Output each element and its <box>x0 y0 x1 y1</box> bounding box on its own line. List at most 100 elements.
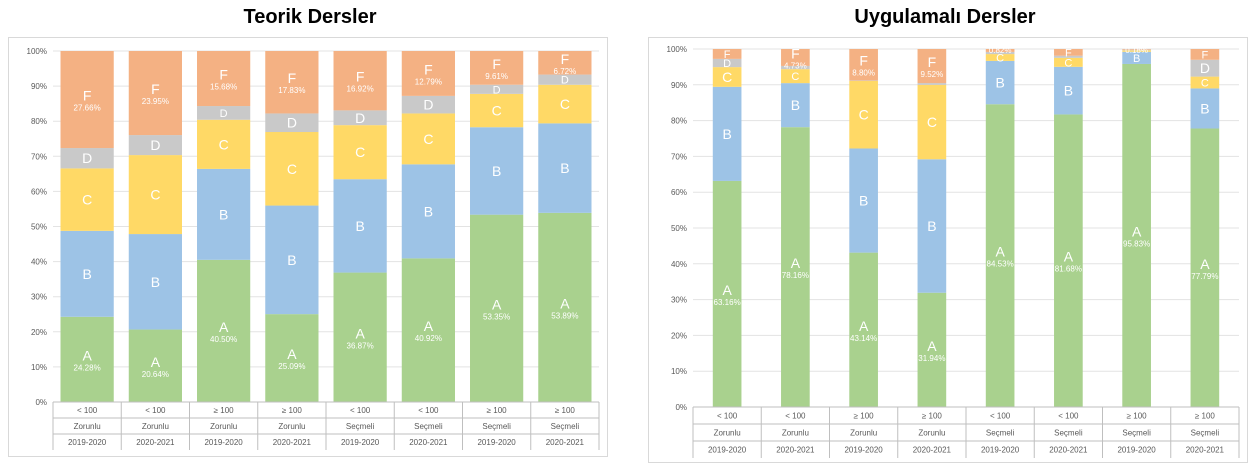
uygulamali-x-tick-label: 2020-2021 <box>913 446 952 455</box>
teorik-data-label: 25.09% <box>278 362 305 371</box>
teorik-bar-f <box>333 51 387 111</box>
uygulamali-bar-b <box>917 159 947 293</box>
uygulamali-y-tick-label: 30% <box>671 296 687 305</box>
teorik-bar-d <box>401 95 455 114</box>
uygulamali-data-label: 78.16% <box>782 271 809 280</box>
uygulamali-bar-b <box>985 60 1015 105</box>
uygulamali-bar-c <box>985 54 1015 61</box>
teorik-bar-c <box>265 132 319 206</box>
teorik-y-tick-label: 80% <box>31 117 47 126</box>
uygulamali-bar-f <box>781 49 810 66</box>
uygulamali-bar-a <box>917 292 947 407</box>
uygulamali-bar-b <box>712 86 742 181</box>
teorik-x-tick-label: Zorunlu <box>210 422 237 431</box>
uygulamali-data-label: 63.16% <box>714 298 741 307</box>
uygulamali-segment-letter: F <box>1202 49 1209 61</box>
teorik-x-tick-label: 2020-2021 <box>409 438 448 447</box>
teorik-segment-letter: F <box>288 70 297 86</box>
teorik-data-label: 23.95% <box>142 97 169 106</box>
teorik-x-tick-label: Zorunlu <box>142 422 169 431</box>
teorik-x-tick-label: Seçmeli <box>414 422 443 431</box>
teorik-x-tick-label: < 100 <box>145 406 166 415</box>
uygulamali-segment-letter: F <box>724 49 731 61</box>
uygulamali-bar-b <box>849 148 878 253</box>
uygulamali-x-tick-label: Seçmeli <box>1191 429 1220 438</box>
uygulamali-bar-c <box>1190 76 1220 89</box>
uygulamali-segment-letter: A <box>995 244 1005 260</box>
uygulamali-segment-letter: B <box>1064 83 1073 99</box>
teorik-segment-letter: B <box>219 206 228 222</box>
teorik-bar-f <box>128 51 182 136</box>
uygulamali-segment-letter: B <box>927 218 936 234</box>
uygulamali-bar-b <box>1190 88 1220 129</box>
uygulamali-bar-d <box>781 65 810 70</box>
uygulamali-bar-d <box>985 51 1015 55</box>
uygulamali-y-tick-label: 70% <box>671 152 687 161</box>
uygulamali-x-tick-label: Seçmeli <box>1122 429 1151 438</box>
uygulamali-bar-f <box>1122 49 1151 50</box>
teorik-segment-letter: B <box>560 160 569 176</box>
teorik-bar-d <box>197 106 251 120</box>
uygulamali-x-tick-label: Seçmeli <box>986 429 1015 438</box>
teorik-bar-c <box>470 93 524 128</box>
uygulamali-bar-d <box>712 58 742 68</box>
teorik-segment-letter: B <box>287 252 296 268</box>
teorik-x-tick-label: Seçmeli <box>346 422 375 431</box>
teorik-y-tick-label: 70% <box>31 152 47 161</box>
teorik-segment-letter: C <box>560 96 570 112</box>
uygulamali-segment-letter: C <box>1064 57 1072 69</box>
uygulamali-y-tick-label: 10% <box>671 367 687 376</box>
uygulamali-bar-b <box>781 83 810 128</box>
uygulamali-x-tick-label: < 100 <box>1058 412 1079 421</box>
teorik-segment-letter: F <box>492 56 501 72</box>
uygulamali-data-label: 9.52% <box>921 70 944 79</box>
uygulamali-bar-f <box>985 49 1015 52</box>
uygulamali-data-label: 43.14% <box>850 334 877 343</box>
uygulamali-y-tick-label: 80% <box>671 117 687 126</box>
uygulamali-segment-letter: C <box>927 114 937 130</box>
teorik-bar-a <box>333 272 387 402</box>
teorik-x-tick-label: ≥ 100 <box>555 406 576 415</box>
teorik-data-label: 36.87% <box>347 341 374 350</box>
teorik-bar-a <box>470 214 524 402</box>
uygulamali-bar-b <box>1054 66 1083 115</box>
uygulamali-segment-letter: A <box>927 338 937 354</box>
teorik-segment-letter: B <box>151 274 160 290</box>
teorik-data-label: 40.92% <box>415 334 442 343</box>
teorik-data-label: 53.89% <box>551 311 578 320</box>
teorik-x-tick-label: 2020-2021 <box>273 438 312 447</box>
uygulamali-x-tick-label: 2019-2020 <box>844 446 883 455</box>
uygulamali-x-tick-label: Zorunlu <box>782 429 809 438</box>
teorik-y-tick-label: 20% <box>31 328 47 337</box>
teorik-data-label: 24.28% <box>74 363 101 372</box>
teorik-bar-a <box>128 329 182 402</box>
teorik-data-label: 16.92% <box>347 85 374 94</box>
teorik-segment-letter: C <box>150 187 160 203</box>
uygulamali-data-label: 81.68% <box>1055 265 1082 274</box>
teorik-bar-d <box>470 84 524 94</box>
uygulamali-bar-f <box>917 49 947 84</box>
uygulamali-bar-a <box>985 104 1015 408</box>
teorik-segment-letter: B <box>82 266 91 282</box>
teorik-segment-letter: D <box>82 150 92 166</box>
uygulamali-data-label: 77.79% <box>1191 272 1218 281</box>
teorik-bar-d <box>60 148 114 169</box>
teorik-data-label: 53.35% <box>483 312 510 321</box>
uygulamali-segment-letter: A <box>859 318 869 334</box>
uygulamali-x-tick-label: ≥ 100 <box>1127 412 1148 421</box>
teorik-segment-letter: A <box>560 295 570 311</box>
uygulamali-bar-f <box>849 49 878 81</box>
uygulamali-segment-letter: A <box>722 282 732 298</box>
teorik-data-label: 9.61% <box>485 72 508 81</box>
teorik-y-tick-label: 100% <box>27 47 47 56</box>
uygulamali-bar-a <box>1190 128 1220 407</box>
uygulamali-x-tick-label: 2020-2021 <box>1186 446 1225 455</box>
uygulamali-x-tick-label: Seçmeli <box>1054 429 1083 438</box>
teorik-x-tick-label: 2019-2020 <box>68 438 107 447</box>
uygulamali-segment-letter: B <box>859 193 868 209</box>
teorik-data-label: 12.79% <box>415 77 442 86</box>
uygulamali-x-tick-label: < 100 <box>785 412 806 421</box>
teorik-bar-d <box>538 74 592 85</box>
chart-panel-teorik: 0% 10% 20% 30% 40% 50% 60% 70% 80% 90% 100% A 24.28%… <box>8 37 608 457</box>
teorik-bar-c <box>538 84 592 124</box>
